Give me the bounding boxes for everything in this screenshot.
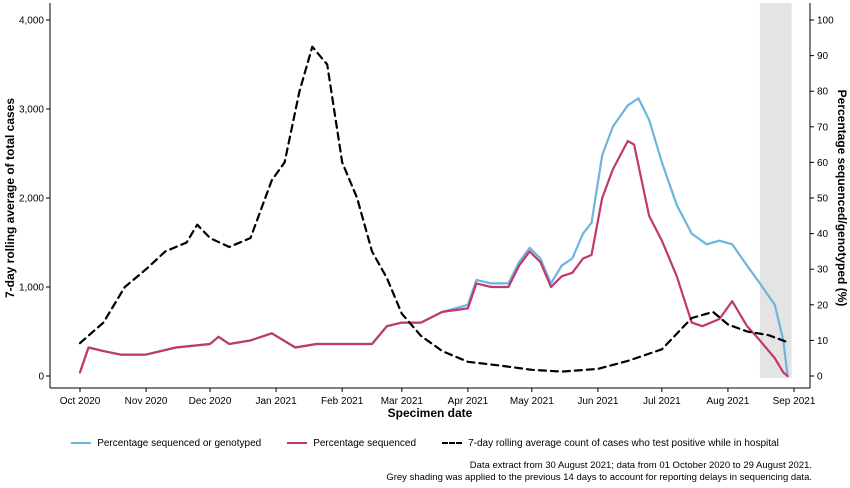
footnote-line-1: Data extract from 30 August 2021; data f… (469, 460, 812, 471)
legend-label: 7-day rolling average count of cases who… (468, 437, 779, 449)
chart: 0 1,000 2,000 3,000 4,000 0 10 20 30 40 50 60 70 80 90… (3, 3, 849, 420)
y-left-tick-label: 3,000 (19, 105, 44, 116)
x-tick-label: Apr 2021 (448, 396, 489, 407)
y-right-tick-label: 90 (817, 51, 829, 62)
footnote-line-2: Grey shading was applied to the previous… (386, 472, 812, 483)
y-right-tick-label: 20 (817, 300, 829, 311)
y-left-tick-label: 0 (38, 372, 44, 383)
y-left-tick-label: 1,000 (19, 283, 44, 294)
x-tick-label: Jan 2021 (256, 396, 298, 407)
x-tick-label: Nov 2020 (125, 396, 168, 407)
y-right-tick-label: 40 (817, 229, 829, 240)
y-axis-right-title: Percentage sequenced/genotyped (%) (835, 90, 849, 307)
y-right-tick-label: 60 (817, 158, 829, 169)
series-line-sequenced (78, 139, 789, 378)
legend-label: Percentage sequenced or genotyped (97, 437, 262, 449)
shaded-region (759, 3, 792, 378)
x-tick-label: May 2021 (510, 396, 554, 407)
y-axis-left-title: 7-day rolling average of total cases (3, 98, 17, 298)
y-right-tick-label: 10 (817, 336, 829, 347)
series-line-hospital-cases (78, 45, 789, 373)
legend-label: Percentage sequenced (313, 437, 417, 449)
legend-item-sequenced-or-genotyped: Percentage sequenced or genotyped (71, 438, 261, 449)
x-tick-label: Sep 2021 (773, 396, 816, 407)
y-left-tick-label: 2,000 (19, 194, 44, 205)
series-line-sequenced-or-genotyped (78, 97, 789, 378)
x-tick-label: Feb 2021 (321, 396, 364, 407)
x-tick-label: Jun 2021 (577, 396, 619, 407)
legend-item-hospital-cases: 7-day rolling average count of cases who… (442, 438, 779, 449)
y-right-tick-label: 70 (817, 122, 829, 133)
x-tick-label: Jul 2021 (643, 396, 681, 407)
y-right-tick-label: 100 (817, 16, 834, 27)
legend: Percentage sequenced or genotyped Percen… (0, 432, 850, 454)
x-tick-label: Dec 2020 (189, 396, 232, 407)
legend-item-sequenced: Percentage sequenced (287, 438, 416, 449)
y-right-tick-label: 0 (817, 372, 823, 383)
x-tick-label: Oct 2020 (60, 396, 101, 407)
x-axis-title: Specimen date (388, 406, 473, 420)
x-tick-label: Aug 2021 (707, 396, 750, 407)
y-right-tick-label: 80 (817, 87, 829, 98)
x-tick-label: Mar 2021 (381, 396, 424, 407)
y-left-tick-label: 4,000 (19, 16, 44, 27)
y-right-tick-label: 50 (817, 194, 829, 205)
legend-swatch-dashed (442, 442, 463, 444)
y-right-tick-label: 30 (817, 265, 829, 276)
legend-swatch-blue (71, 442, 92, 444)
legend-swatch-pink (287, 442, 308, 444)
